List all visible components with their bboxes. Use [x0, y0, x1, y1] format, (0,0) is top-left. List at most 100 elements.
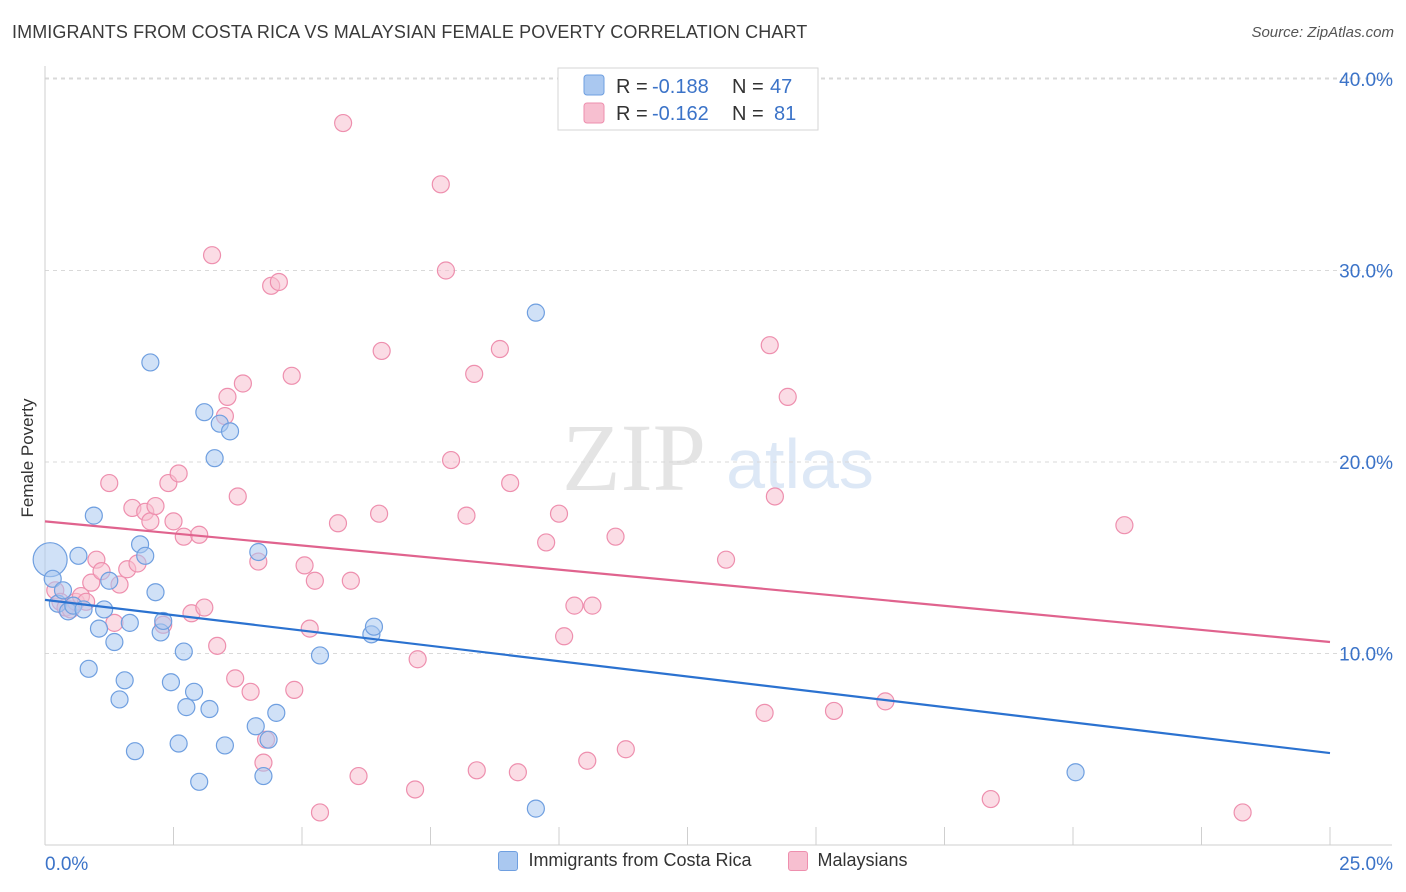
point-costa-rica-9 [84, 506, 103, 525]
y-tick-label-3: 40.0% [1339, 70, 1393, 91]
point-malaysians-69 [606, 527, 625, 546]
point-malaysians-55 [436, 261, 456, 280]
point-costa-rica-43 [364, 617, 384, 636]
point-malaysians-44 [305, 571, 324, 590]
point-costa-rica-41 [310, 646, 330, 665]
point-costa-rica-19 [136, 546, 155, 565]
source-label: Source: ZipAtlas.com [1251, 24, 1394, 41]
point-malaysians-47 [334, 113, 353, 133]
point-malaysians-78 [981, 789, 1000, 809]
point-malaysians-52 [405, 780, 425, 799]
point-costa-rica-15 [115, 671, 134, 690]
legend-swatch-pink [787, 850, 808, 871]
point-costa-rica-12 [100, 571, 119, 590]
point-costa-rica-6 [69, 546, 88, 565]
series-immigrants-from-costa-rica [32, 303, 1085, 818]
point-malaysians-41 [285, 680, 304, 699]
point-malaysians-18 [146, 496, 165, 516]
watermark-zip: ZIP [562, 404, 706, 511]
point-costa-rica-25 [169, 734, 188, 753]
y-tick-label-2: 30.0% [1339, 262, 1393, 283]
point-malaysians-76 [824, 701, 844, 721]
legend-item-immigrants-from-costa-rica[interactable]: Immigrants from Costa Rica [498, 850, 752, 871]
stats-r-value-pink: -0.162 [652, 103, 709, 125]
stats-n-value-pink: 81 [774, 103, 796, 125]
point-costa-rica-35 [220, 422, 240, 441]
point-malaysians-21 [164, 512, 183, 531]
point-costa-rica-1 [43, 569, 62, 588]
point-malaysians-32 [228, 487, 247, 506]
legend-item-malaysians[interactable]: Malaysians [787, 850, 908, 871]
point-malaysians-48 [341, 571, 360, 590]
point-malaysians-70 [616, 740, 635, 759]
stats-n-label-blue: N = [732, 76, 764, 98]
point-malaysians-30 [218, 387, 237, 406]
watermark: ZIP atlas [562, 404, 874, 511]
stats-n-label-pink: N = [732, 103, 764, 125]
point-malaysians-43 [300, 619, 319, 638]
grid [45, 77, 1392, 654]
point-costa-rica-10 [89, 619, 109, 638]
point-costa-rica-27 [177, 698, 196, 717]
point-malaysians-31 [226, 669, 245, 688]
point-malaysians-49 [349, 766, 368, 786]
point-costa-rica-29 [190, 772, 209, 791]
point-malaysians-79 [1115, 516, 1134, 535]
tick-labels: 10.0% 20.0% 30.0% 40.0% 0.0% 25.0% [45, 70, 1393, 875]
point-costa-rica-44 [526, 303, 545, 322]
point-costa-rica-34 [215, 736, 234, 755]
stats-n-value-blue: 47 [770, 76, 792, 98]
point-malaysians-10 [100, 473, 119, 493]
point-costa-rica-46 [1066, 763, 1085, 782]
point-malaysians-40 [282, 366, 301, 385]
point-malaysians-23 [174, 527, 193, 546]
stats-r-value-blue: -0.188 [652, 76, 709, 98]
point-malaysians-50 [370, 504, 389, 523]
point-costa-rica-17 [125, 742, 145, 761]
stats-r-label-blue: R = [616, 76, 648, 98]
legend-swatch-blue [498, 850, 519, 871]
point-costa-rica-11 [95, 600, 114, 619]
point-malaysians-56 [441, 450, 461, 470]
point-malaysians-45 [310, 803, 330, 822]
bottom-legend: Immigrants from Costa Rica Malaysians [0, 850, 1406, 871]
point-costa-rica-40 [249, 542, 268, 562]
stats-swatch-blue [583, 74, 605, 96]
trend-line-malaysians [44, 520, 1331, 644]
point-costa-rica-37 [254, 766, 273, 786]
point-malaysians-62 [508, 763, 527, 782]
point-malaysians-74 [765, 487, 784, 506]
point-costa-rica-3 [53, 581, 73, 600]
legend-label-malaysians: Malaysians [817, 850, 908, 870]
point-malaysians-57 [457, 506, 476, 525]
point-malaysians-46 [328, 514, 348, 533]
point-costa-rica-38 [259, 730, 278, 749]
y-tick-label-0: 10.0% [1339, 645, 1393, 666]
point-costa-rica-39 [267, 703, 286, 722]
point-costa-rica-16 [120, 613, 139, 632]
point-malaysians-22 [169, 464, 188, 483]
point-costa-rica-23 [154, 611, 173, 631]
stats-swatch-pink [583, 102, 605, 124]
point-malaysians-71 [716, 550, 736, 569]
point-malaysians-58 [465, 364, 484, 384]
stats-legend: R = -0.188 N = 47 R = -0.162 N = 81 [557, 67, 819, 131]
point-malaysians-54 [431, 175, 450, 194]
point-costa-rica-20 [141, 353, 160, 372]
point-malaysians-63 [537, 533, 556, 552]
point-malaysians-72 [755, 703, 774, 722]
point-costa-rica-13 [105, 632, 124, 652]
point-costa-rica-30 [195, 403, 214, 422]
point-malaysians-68 [583, 596, 602, 615]
point-malaysians-60 [490, 339, 509, 359]
point-malaysians-33 [233, 374, 252, 393]
point-costa-rica-24 [161, 673, 181, 692]
x-tick-label-0: 0.0% [45, 854, 88, 875]
stats-r-label-pink: R = [616, 103, 648, 125]
point-malaysians-61 [501, 473, 520, 493]
point-costa-rica-45 [526, 799, 545, 818]
point-malaysians-73 [760, 336, 779, 355]
point-malaysians-65 [555, 627, 574, 646]
point-costa-rica-8 [79, 659, 98, 678]
